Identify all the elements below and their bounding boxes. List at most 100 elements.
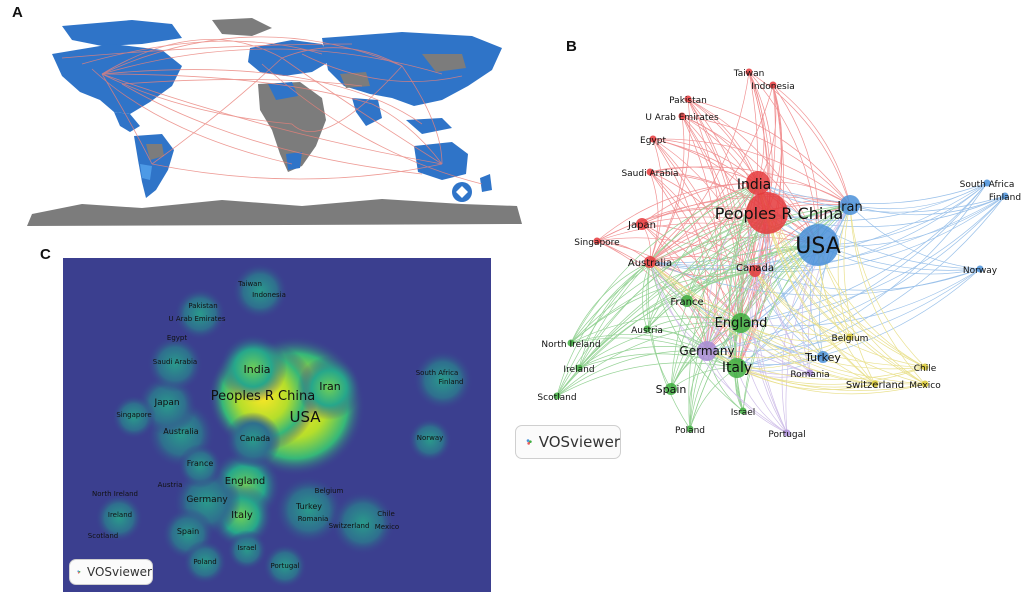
network-link-90 (681, 115, 718, 352)
density-label-japan: Japan (153, 398, 179, 408)
node-germany[interactable] (697, 341, 717, 361)
network-link-269 (649, 261, 811, 374)
network-link-244 (734, 212, 768, 412)
node-turkey[interactable] (817, 351, 829, 363)
node-italy[interactable] (727, 358, 747, 378)
node-label-south-africa: South Africa (960, 180, 1015, 190)
vosviewer-badge: VOSviewer (515, 425, 621, 459)
network-link-60 (596, 196, 851, 242)
node-u-arab-emirates[interactable] (678, 112, 686, 120)
network-link-196 (670, 270, 756, 390)
network-link-137 (649, 195, 1006, 270)
node-portugal[interactable] (783, 429, 791, 437)
network-link-153 (706, 350, 824, 365)
node-mexico[interactable] (921, 380, 929, 388)
network-labels: USA Peoples R China India Iran Canada Austral… (537, 69, 1021, 440)
node-romania[interactable] (806, 369, 814, 377)
density-label-finland: Finland (438, 378, 463, 386)
network-link-88 (681, 115, 743, 324)
network-link-302 (736, 367, 926, 395)
network-link-258 (706, 350, 788, 434)
node-ireland[interactable] (575, 364, 583, 372)
node-label-finland: Finland (989, 193, 1021, 203)
network-link-101 (649, 98, 691, 263)
density-label-norway: Norway (417, 434, 444, 442)
node-france[interactable] (681, 295, 693, 307)
network-link-123 (849, 182, 988, 210)
node-belgium[interactable] (846, 333, 854, 341)
node-norway[interactable] (976, 265, 984, 273)
node-north-ireland[interactable] (567, 339, 575, 347)
node-spain[interactable] (665, 383, 677, 395)
density-label-south-africa: South Africa (416, 369, 459, 377)
network-link-289 (766, 212, 926, 368)
node-pakistan[interactable] (684, 95, 692, 103)
node-iran[interactable] (840, 195, 860, 215)
node-scotland[interactable] (553, 392, 561, 400)
node-japan[interactable] (636, 218, 648, 230)
density-blob-13 (413, 350, 473, 410)
network-link-228 (556, 204, 851, 397)
network-link-92 (649, 115, 685, 263)
node-poland[interactable] (686, 425, 694, 433)
node-label-canada: Canada (736, 263, 774, 274)
node-israel[interactable] (739, 407, 747, 415)
node-switzerland[interactable] (871, 380, 879, 388)
network-link-109 (748, 71, 771, 272)
node-label-egypt: Egypt (640, 136, 666, 146)
node-egypt[interactable] (649, 135, 657, 143)
network-link-212 (570, 337, 738, 369)
node-england[interactable] (731, 313, 751, 333)
network-link-102 (748, 71, 819, 246)
node-austria[interactable] (643, 325, 651, 333)
network-link-300 (849, 204, 926, 385)
density-blob-3 (297, 356, 361, 420)
network-link-87 (681, 115, 851, 206)
panel-label-b: B (566, 38, 577, 55)
node-south-africa[interactable] (983, 179, 991, 187)
network-link-209 (570, 182, 759, 344)
network-link-77 (652, 138, 759, 184)
node-label-israel: Israel (731, 408, 756, 418)
node-label-usa: USA (795, 234, 841, 259)
network-link-238 (689, 322, 742, 430)
node-chile[interactable] (921, 363, 929, 371)
network-link-135 (706, 195, 1006, 352)
node-finland[interactable] (1001, 192, 1009, 200)
vosviewer-logo-icon (77, 570, 81, 574)
node-canada[interactable] (749, 265, 761, 277)
network-link-264 (807, 204, 851, 374)
density-label-australia: Australia (163, 427, 198, 436)
node-label-taiwan: Taiwan (733, 69, 765, 79)
network-link-125 (736, 182, 988, 369)
density-label-romania: Romania (298, 515, 329, 523)
density-blob-11 (232, 263, 288, 319)
network-link-104 (748, 71, 765, 184)
network-link-226 (556, 212, 768, 397)
network-link-150 (819, 204, 851, 358)
node-australia[interactable] (644, 256, 656, 268)
network-link-66 (649, 171, 819, 246)
network-link-189 (670, 244, 819, 390)
density-blob-21 (263, 544, 307, 588)
node-label-poland: Poland (675, 426, 705, 436)
network-link-216 (578, 244, 819, 369)
node-label-belgium: Belgium (832, 334, 869, 344)
density-label-ireland: Ireland (108, 511, 132, 519)
density-blob-17 (95, 494, 143, 542)
network-link-280 (766, 212, 876, 385)
node-india[interactable] (746, 171, 770, 195)
node-singapore[interactable] (593, 237, 601, 245)
network-link-139 (766, 212, 981, 271)
node-usa[interactable] (797, 224, 839, 266)
node-taiwan[interactable] (745, 68, 753, 76)
network-link-122 (757, 182, 988, 204)
density-blob-23 (178, 444, 222, 488)
node-saudi-arabia[interactable] (646, 168, 654, 176)
network-link-227 (556, 182, 759, 397)
network-link-233 (556, 261, 651, 397)
node-indonesia[interactable] (769, 81, 777, 89)
network-link-35 (754, 204, 851, 272)
network-link-252 (781, 244, 819, 434)
node-peoples-r-china[interactable] (746, 192, 788, 234)
